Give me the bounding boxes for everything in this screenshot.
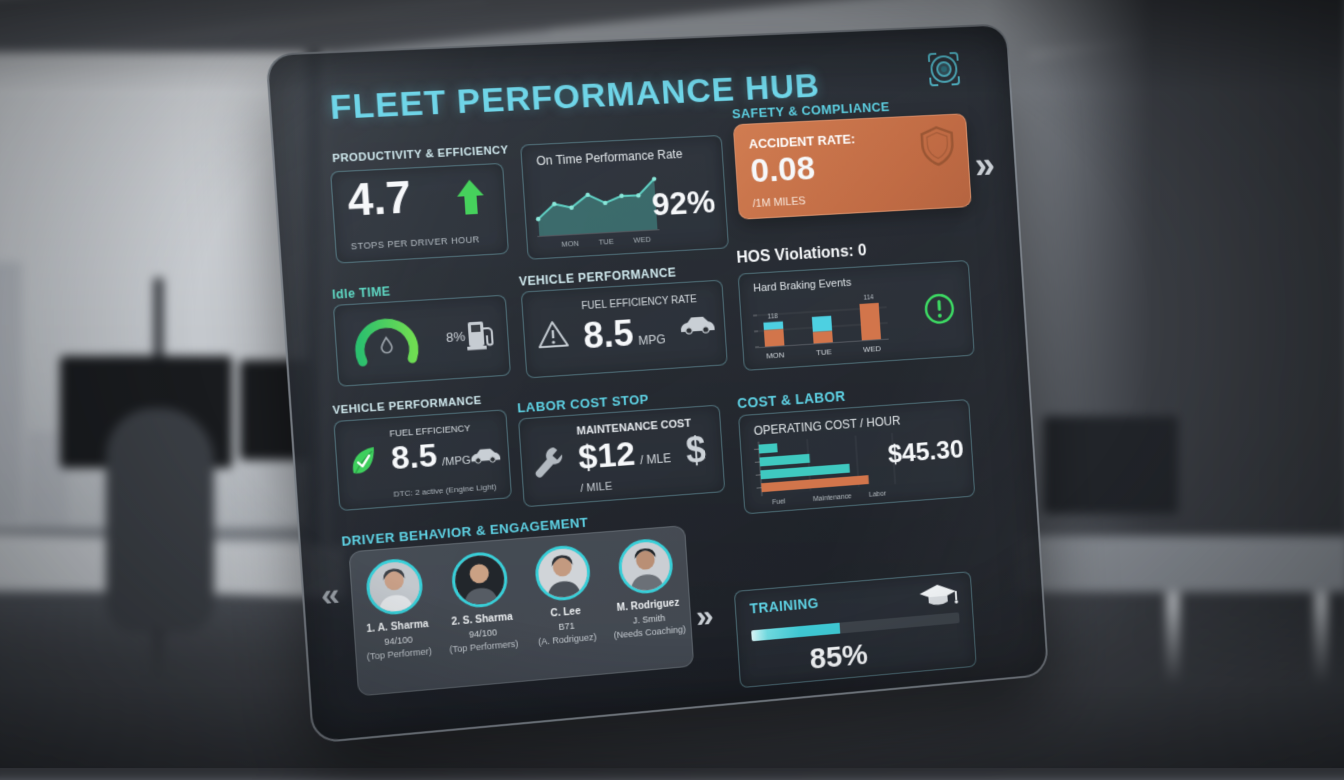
drivers-panel: 1. A. Sharma 94/100 (Top Performer) 2. S… (348, 525, 694, 696)
maintenance-cost-card: MAINTENANCE COST $12 / MLE / MILE $ (518, 405, 725, 508)
operating-cost-bar-chart: Fuel Maintenance Labor (748, 429, 899, 509)
driver-list-item[interactable]: 2. S. Sharma 94/100 (Top Performers) (435, 549, 526, 655)
dtc-subtext: DTC: 2 active (Engine Light) (393, 482, 497, 499)
wrench-icon (531, 445, 565, 480)
background-monitor (1043, 416, 1178, 514)
training-progress-fill (751, 623, 840, 642)
car-icon (678, 313, 715, 335)
maintenance-cost-unit: / MLE (640, 451, 672, 467)
productivity-card: 4.7 STOPS PER DRIVER HOUR (330, 163, 509, 264)
training-card: TRAINING 85% (734, 571, 977, 688)
svg-text:118: 118 (768, 313, 779, 321)
fuel-efficiency-card: FUEL EFFICIENCY 8.5 /MPG DTC: 2 active (… (333, 409, 512, 511)
trend-up-arrow-icon (454, 177, 487, 217)
city-silhouette (0, 262, 22, 522)
car-icon (469, 445, 501, 464)
driver-avatar (365, 557, 424, 617)
driver-avatar (617, 537, 674, 595)
idle-time-header: Idle TIME (332, 284, 391, 302)
office-chair (106, 408, 214, 633)
on-time-value: 92% (651, 183, 717, 223)
stops-per-hour-value: 4.7 (346, 173, 413, 227)
maintenance-cost-value-group: $12 / MLE (577, 432, 672, 478)
fleet-dashboard-panel: FLEET PERFORMANCE HUB PRODUCTIVITY & EFF… (265, 23, 1049, 743)
svg-text:MON: MON (561, 239, 579, 249)
svg-text:TUE: TUE (599, 237, 615, 247)
driver-list-item[interactable]: M. Rodriguez J. Smith (Needs Coaching) (603, 536, 691, 641)
driver-list-item[interactable]: C. Lee B71 (A. Rodriguez) (520, 543, 610, 648)
svg-text:WED: WED (633, 235, 652, 245)
svg-text:TUE: TUE (816, 347, 833, 357)
droplet-icon (381, 337, 392, 353)
svg-text:MON: MON (766, 350, 785, 360)
productivity-header: PRODUCTIVITY & EFFICIENCY (332, 144, 509, 165)
idle-time-card: 8% (333, 295, 511, 387)
on-time-title: On Time Performance Rate (536, 147, 683, 168)
driver-avatar (450, 550, 509, 609)
svg-text:Labor: Labor (869, 491, 887, 499)
next-page-chevron[interactable]: » (974, 147, 996, 185)
fuel-pump-icon (465, 317, 496, 353)
svg-text:Fuel: Fuel (772, 498, 786, 506)
hos-violations-header: HOS Violations: 0 (736, 242, 867, 267)
svg-text:WED: WED (863, 344, 882, 354)
maintenance-cost-unit2: / MILE (580, 480, 613, 494)
idle-time-value: 8% (446, 329, 466, 345)
fuel-efficiency-unit: /MPG (442, 454, 472, 468)
fuel-efficiency-rate-value-group: 8.5 MPG (582, 310, 666, 357)
maintenance-cost-value: $12 (577, 435, 636, 477)
fuel-efficiency-value: 8.5 (390, 437, 438, 477)
fuel-efficiency-rate-label: FUEL EFFICIENCY RATE (581, 294, 697, 312)
idle-gauge (345, 309, 427, 371)
fuel-efficiency-rate-card: FUEL EFFICIENCY RATE 8.5 MPG (521, 280, 728, 379)
svg-text:114: 114 (864, 294, 875, 301)
accident-rate-label: ACCIDENT RATE: (748, 131, 855, 151)
warning-triangle-icon (536, 318, 570, 350)
background-desk (1018, 536, 1344, 592)
graduation-cap-icon (917, 581, 959, 614)
shield-icon (918, 125, 957, 168)
drivers-next-chevron[interactable]: » (695, 599, 715, 632)
accident-rate-card: ACCIDENT RATE: 0.08 /1M MILES (733, 113, 972, 220)
training-header: TRAINING (749, 595, 819, 617)
driver-avatar (534, 544, 592, 603)
driver-list-item[interactable]: 1. A. Sharma 94/100 (Top Performer) (350, 556, 442, 663)
on-time-card: On Time Performance Rate MON TUE WED 92% (520, 135, 729, 260)
fuel-efficiency-rate-unit: MPG (638, 332, 666, 348)
settings-gear-icon[interactable] (922, 47, 967, 92)
hard-braking-bar-chart: 118 MON TUE 114 WED (748, 285, 898, 365)
svg-text:Maintenance: Maintenance (813, 493, 852, 503)
accident-rate-value: 0.08 (749, 149, 816, 191)
leaf-icon (347, 444, 380, 481)
fuel-efficiency-rate-value: 8.5 (582, 312, 635, 356)
stops-per-hour-label: STOPS PER DRIVER HOUR (350, 234, 480, 251)
alert-circle-icon (922, 291, 956, 326)
accident-rate-unit: /1M MILES (752, 195, 806, 210)
fuel-efficiency-value-group: 8.5 /MPG (390, 434, 472, 477)
drivers-prev-chevron[interactable]: « (320, 577, 341, 611)
operating-cost-value: $45.30 (887, 434, 965, 470)
on-time-line-chart: MON TUE WED (529, 169, 664, 254)
dollar-icon: $ (685, 429, 708, 472)
